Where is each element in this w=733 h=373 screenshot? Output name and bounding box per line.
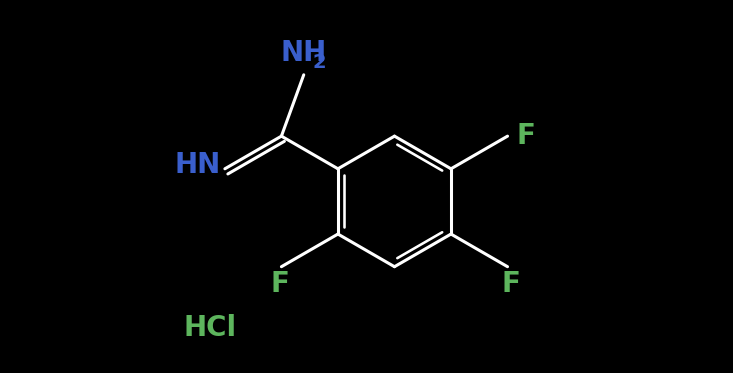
Text: 2: 2 bbox=[312, 53, 326, 72]
Text: HN: HN bbox=[175, 151, 221, 179]
Text: F: F bbox=[502, 270, 520, 298]
Text: F: F bbox=[517, 122, 536, 150]
Text: F: F bbox=[270, 270, 289, 298]
Text: NH: NH bbox=[281, 39, 327, 68]
Text: HCl: HCl bbox=[183, 314, 237, 342]
